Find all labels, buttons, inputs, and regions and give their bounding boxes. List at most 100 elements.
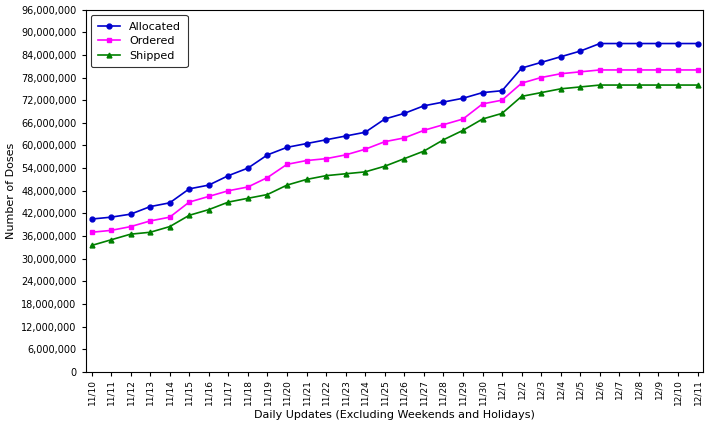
Ordered xyxy=(302,158,311,163)
Allocated xyxy=(205,182,213,187)
Allocated xyxy=(674,41,682,46)
Shipped xyxy=(185,213,194,218)
Allocated xyxy=(439,100,447,105)
Allocated xyxy=(576,49,584,54)
Ordered xyxy=(205,194,213,199)
Ordered xyxy=(615,67,624,72)
Allocated xyxy=(224,173,233,178)
Ordered xyxy=(635,67,643,72)
Ordered xyxy=(244,184,252,190)
Ordered xyxy=(87,230,96,235)
Allocated xyxy=(518,66,526,71)
Line: Shipped: Shipped xyxy=(89,83,700,248)
Ordered xyxy=(518,81,526,86)
Ordered xyxy=(459,116,467,121)
Ordered xyxy=(263,175,272,180)
Shipped xyxy=(654,83,663,88)
Shipped xyxy=(283,182,291,187)
Shipped xyxy=(596,83,604,88)
Ordered xyxy=(420,128,428,133)
Legend: Allocated, Ordered, Shipped: Allocated, Ordered, Shipped xyxy=(91,15,188,67)
Ordered xyxy=(283,162,291,167)
Shipped xyxy=(224,199,233,204)
Ordered xyxy=(165,215,174,220)
Shipped xyxy=(342,171,350,176)
Allocated xyxy=(107,215,116,220)
Ordered xyxy=(322,156,330,161)
Shipped xyxy=(322,173,330,178)
Shipped xyxy=(479,116,487,121)
Allocated xyxy=(400,111,408,116)
Ordered xyxy=(439,122,447,127)
Shipped xyxy=(518,94,526,99)
Allocated xyxy=(615,41,624,46)
Allocated xyxy=(596,41,604,46)
Allocated xyxy=(635,41,643,46)
Ordered xyxy=(400,135,408,141)
X-axis label: Daily Updates (Excluding Weekends and Holidays): Daily Updates (Excluding Weekends and Ho… xyxy=(254,410,535,420)
Line: Allocated: Allocated xyxy=(89,41,700,222)
Allocated xyxy=(361,130,369,135)
Allocated xyxy=(654,41,663,46)
Ordered xyxy=(576,69,584,75)
Shipped xyxy=(420,149,428,154)
Ordered xyxy=(146,219,155,224)
Shipped xyxy=(557,86,565,92)
Allocated xyxy=(244,166,252,171)
Allocated xyxy=(322,137,330,142)
Shipped xyxy=(498,111,506,116)
Allocated xyxy=(185,186,194,191)
Ordered xyxy=(596,67,604,72)
Ordered xyxy=(557,71,565,76)
Ordered xyxy=(224,188,233,193)
Ordered xyxy=(479,101,487,106)
Ordered xyxy=(498,98,506,103)
Allocated xyxy=(126,212,135,217)
Shipped xyxy=(361,169,369,174)
Ordered xyxy=(654,67,663,72)
Ordered xyxy=(361,147,369,152)
Shipped xyxy=(126,232,135,237)
Ordered xyxy=(693,67,702,72)
Shipped xyxy=(400,156,408,161)
Shipped xyxy=(693,83,702,88)
Allocated xyxy=(263,153,272,158)
Allocated xyxy=(283,145,291,150)
Ordered xyxy=(185,199,194,204)
Shipped xyxy=(87,243,96,248)
Shipped xyxy=(576,84,584,89)
Shipped xyxy=(107,237,116,242)
Allocated xyxy=(420,103,428,108)
Ordered xyxy=(126,224,135,229)
Shipped xyxy=(263,192,272,197)
Ordered xyxy=(381,139,389,144)
Allocated xyxy=(302,141,311,146)
Shipped xyxy=(165,224,174,229)
Allocated xyxy=(342,133,350,138)
Allocated xyxy=(146,204,155,209)
Line: Ordered: Ordered xyxy=(89,68,700,235)
Ordered xyxy=(107,228,116,233)
Allocated xyxy=(498,88,506,93)
Shipped xyxy=(205,207,213,212)
Allocated xyxy=(557,54,565,59)
Shipped xyxy=(635,83,643,88)
Ordered xyxy=(537,75,545,80)
Shipped xyxy=(302,177,311,182)
Shipped xyxy=(674,83,682,88)
Shipped xyxy=(146,230,155,235)
Shipped xyxy=(439,137,447,142)
Y-axis label: Number of Doses: Number of Doses xyxy=(6,143,16,239)
Shipped xyxy=(459,128,467,133)
Shipped xyxy=(537,90,545,95)
Ordered xyxy=(342,153,350,158)
Shipped xyxy=(615,83,624,88)
Allocated xyxy=(381,116,389,121)
Allocated xyxy=(479,90,487,95)
Allocated xyxy=(693,41,702,46)
Ordered xyxy=(674,67,682,72)
Allocated xyxy=(459,96,467,101)
Shipped xyxy=(244,196,252,201)
Allocated xyxy=(87,216,96,222)
Allocated xyxy=(537,60,545,65)
